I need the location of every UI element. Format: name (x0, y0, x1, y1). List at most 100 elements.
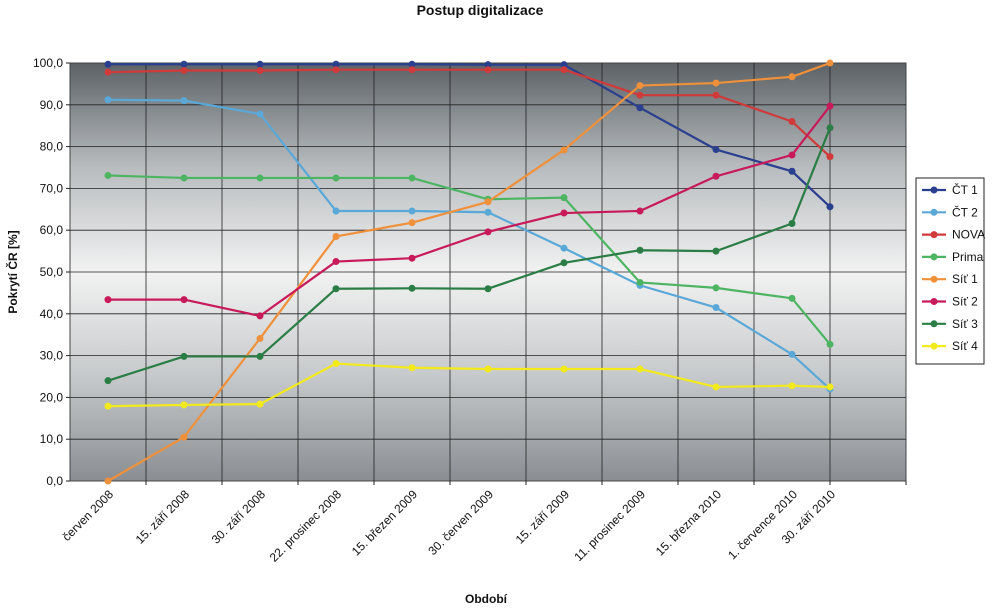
data-point (332, 66, 340, 74)
data-point (788, 167, 796, 175)
data-point (788, 350, 796, 358)
data-point (560, 146, 568, 154)
data-point (332, 360, 340, 368)
legend-swatch-marker (930, 320, 938, 328)
data-point (408, 219, 416, 227)
data-point (256, 67, 264, 75)
legend-label: ČT 2 (952, 204, 978, 219)
data-point (636, 104, 644, 112)
data-point (256, 60, 264, 68)
data-point (484, 61, 492, 69)
data-point (180, 67, 188, 75)
data-point (484, 285, 492, 293)
x-tick-label: 11. prosinec 2009 (571, 487, 648, 564)
data-point (256, 400, 264, 408)
data-point (104, 68, 112, 76)
legend-swatch-marker (930, 208, 938, 216)
data-point (180, 433, 188, 441)
data-point (826, 203, 834, 211)
legend-label: Prima (952, 250, 984, 264)
y-tick-label: 0,0 (46, 474, 63, 488)
y-axis-title: Pokrytí ČR [%] (5, 230, 20, 313)
data-point (408, 174, 416, 182)
data-point (788, 118, 796, 126)
data-point (712, 284, 720, 292)
data-point (484, 365, 492, 373)
data-point (788, 382, 796, 390)
y-tick-label: 20,0 (40, 390, 64, 404)
data-point (256, 110, 264, 118)
data-point (408, 254, 416, 262)
legend-swatch-marker (930, 253, 938, 261)
data-point (712, 91, 720, 99)
data-point (180, 97, 188, 105)
data-point (826, 102, 834, 110)
series-ČT 1 (104, 60, 834, 211)
x-tick-label: 30. červen 2009 (425, 487, 496, 558)
data-point (826, 59, 834, 67)
y-tick-label: 70,0 (40, 181, 64, 195)
data-point (332, 258, 340, 266)
data-point (408, 66, 416, 74)
legend-box (915, 177, 985, 365)
data-point (180, 401, 188, 409)
legend-label: Síť 2 (952, 295, 978, 309)
data-point (408, 284, 416, 292)
data-point (712, 247, 720, 255)
series-NOVA (104, 66, 834, 161)
series-layer (104, 59, 834, 485)
data-point (180, 174, 188, 182)
data-point (636, 91, 644, 99)
legend-swatch-marker (930, 231, 938, 239)
data-point (636, 82, 644, 90)
data-point (636, 246, 644, 254)
data-point (560, 209, 568, 217)
data-point (712, 172, 720, 180)
x-tick-label: 15. září 2008 (133, 487, 193, 547)
series-Síť 3 (104, 124, 834, 385)
data-point (788, 294, 796, 302)
chart-title: Postup digitalizace (417, 2, 544, 18)
data-point (712, 79, 720, 87)
data-point (826, 124, 834, 132)
data-point (636, 207, 644, 215)
data-point (560, 365, 568, 373)
y-tick-label: 30,0 (40, 349, 64, 363)
data-point (788, 73, 796, 81)
legend: ČT 1 ČT 2 NOVA Prima Síť 1 Síť 2 Síť 3 Síť 4 (915, 177, 985, 365)
data-point (712, 146, 720, 154)
legend-label: NOVA (952, 228, 985, 242)
data-point (104, 377, 112, 385)
legend-swatch-marker (930, 342, 938, 350)
data-point (712, 383, 720, 391)
data-point (636, 365, 644, 373)
data-point (560, 61, 568, 69)
y-tick-label: 80,0 (40, 140, 64, 154)
series-Síť 4 (104, 360, 834, 410)
x-tick-label: 30. září 2008 (209, 487, 269, 547)
data-point (484, 208, 492, 216)
data-point (104, 296, 112, 304)
data-point (332, 285, 340, 293)
data-point (826, 153, 834, 161)
data-point (636, 278, 644, 286)
data-point (408, 364, 416, 372)
data-point (560, 244, 568, 252)
data-point (180, 296, 188, 304)
data-point (408, 207, 416, 215)
data-point (256, 174, 264, 182)
legend-label: Síť 3 (952, 317, 978, 331)
series-Síť 2 (104, 102, 834, 320)
legend-label: Síť 4 (952, 339, 978, 353)
data-point (788, 220, 796, 228)
data-point (332, 232, 340, 240)
x-tick-label: 15. března 2010 (653, 487, 724, 558)
legend-swatch-marker (930, 275, 938, 283)
data-point (104, 171, 112, 179)
data-point (256, 352, 264, 360)
data-point (256, 334, 264, 342)
y-tick-label: 10,0 (40, 432, 64, 446)
legend-label: ČT 1 (952, 182, 978, 197)
